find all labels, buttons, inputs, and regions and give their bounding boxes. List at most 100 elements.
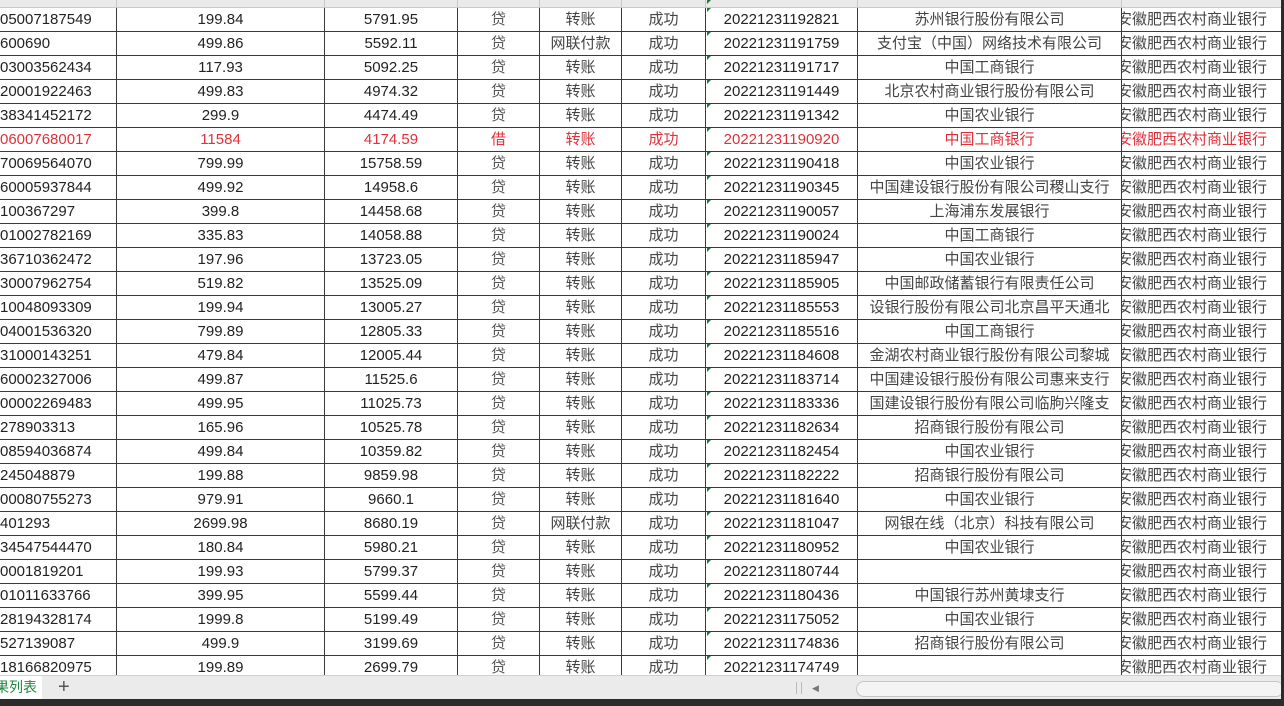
cell-status[interactable]: 成功 [622, 32, 706, 55]
table-row[interactable]: 06007680017 11584 4174.59 借转账 成功 202212311909… [0, 128, 1284, 152]
cell-balance[interactable]: 5592.11 [325, 32, 458, 55]
cell-direction[interactable]: 贷 [458, 80, 540, 103]
cell-time[interactable]: 20221231185947 [706, 248, 858, 271]
cell-method[interactable]: 转账 [540, 8, 622, 31]
cell-balance[interactable]: 11525.6 [325, 368, 458, 391]
cell-status[interactable]: 成功 [622, 272, 706, 295]
cell-status[interactable]: 成功 [622, 560, 706, 583]
cell-balance[interactable]: 14058.88 [325, 224, 458, 247]
cell-time[interactable]: 20221231191342 [706, 104, 858, 127]
cell-bank[interactable]: 安徽肥西农村商业银行 [1122, 274, 1268, 292]
table-row[interactable]: 18166820975 199.89 2699.79 贷转账 成功 20221231174… [0, 656, 1284, 675]
cell-amount[interactable]: 199.88 [117, 464, 325, 487]
cell-counterparty-bank[interactable] [858, 656, 1122, 675]
cell-method[interactable]: 转账 [540, 632, 622, 655]
cell-balance[interactable]: 13723.05 [325, 248, 458, 271]
cell-amount[interactable]: 399.8 [117, 200, 325, 223]
cell-counterparty-bank[interactable]: 中国农业银行 [858, 608, 1122, 631]
table-row[interactable]: 60005937844 499.92 14958.6 贷转账 成功 20221231190… [0, 176, 1284, 200]
cell-account[interactable]: 38341452172 [0, 104, 117, 127]
cell-direction[interactable]: 贷 [458, 560, 540, 583]
cell-status[interactable]: 成功 [622, 656, 706, 675]
cell-balance[interactable]: 8680.19 [325, 512, 458, 535]
cell-counterparty-bank[interactable]: 中国农业银行 [858, 248, 1122, 271]
cell-counterparty-bank[interactable]: 苏州银行股份有限公司 [858, 8, 1122, 31]
cell-balance[interactable]: 5791.95 [325, 8, 458, 31]
table-row[interactable]: 0001819201 199.93 5799.37 贷转账 成功 202212311807… [0, 560, 1284, 584]
cell-bank[interactable]: 安徽肥西农村商业银行 [1122, 394, 1268, 412]
cell-bank[interactable]: 安徽肥西农村商业银行 [1122, 658, 1268, 675]
spreadsheet-grid[interactable]: 05007187549 199.84 5791.95 贷转账 成功 20221231192… [0, 0, 1284, 675]
cell-account[interactable]: 30007962754 [0, 272, 117, 295]
cell-account[interactable]: 245048879 [0, 464, 117, 487]
cell-amount[interactable]: 499.87 [117, 368, 325, 391]
cell-time[interactable]: 20221231181047 [706, 512, 858, 535]
cell-counterparty-bank[interactable]: 国建设银行股份有限公司临朐兴隆支 [858, 392, 1122, 415]
cell-time[interactable]: 20221231191759 [706, 32, 858, 55]
table-row[interactable]: 01011633766 399.95 5599.44 贷转账 成功 20221231180… [0, 584, 1284, 608]
cell-balance[interactable]: 5980.21 [325, 536, 458, 559]
cell-amount[interactable]: 499.84 [117, 440, 325, 463]
cell-counterparty-bank[interactable]: 网银在线（北京）科技有限公司 [858, 512, 1122, 535]
cell-method[interactable]: 转账 [540, 296, 622, 319]
table-row[interactable]: 401293 2699.98 8680.19 贷网联付款 成功 2022123118104… [0, 512, 1284, 536]
cell-amount[interactable]: 399.95 [117, 584, 325, 607]
cell-bank[interactable]: 安徽肥西农村商业银行 [1122, 442, 1268, 460]
cell-status[interactable]: 成功 [622, 608, 706, 631]
cell-counterparty-bank[interactable]: 中国农业银行 [858, 440, 1122, 463]
cell-amount[interactable]: 197.96 [117, 248, 325, 271]
scroll-left-arrow-icon[interactable]: ◀ [812, 683, 819, 693]
cell-counterparty-bank[interactable]: 北京农村商业银行股份有限公司 [858, 80, 1122, 103]
cell-status[interactable]: 成功 [622, 248, 706, 271]
cell-time[interactable]: 20221231190920 [706, 128, 858, 151]
table-row[interactable]: 20001922463 499.83 4974.32 贷转账 成功 20221231191… [0, 80, 1284, 104]
table-row[interactable]: 31000143251 479.84 12005.44 贷转账 成功 2022123118… [0, 344, 1284, 368]
cell-counterparty-bank[interactable]: 中国工商银行 [858, 224, 1122, 247]
cell-counterparty-bank[interactable]: 招商银行股份有限公司 [858, 464, 1122, 487]
cell-amount[interactable]: 799.99 [117, 152, 325, 175]
cell-time[interactable]: 20221231174749 [706, 656, 858, 675]
table-row[interactable]: 28194328174 1999.8 5199.49 贷转账 成功 20221231175… [0, 608, 1284, 632]
cell-amount[interactable]: 1999.8 [117, 608, 325, 631]
cell-amount[interactable]: 199.84 [117, 8, 325, 31]
cell-counterparty-bank[interactable]: 中国农业银行 [858, 536, 1122, 559]
cell-time[interactable]: 20221231180952 [706, 536, 858, 559]
cell-balance[interactable]: 10359.82 [325, 440, 458, 463]
table-row[interactable]: 34547544470 180.84 5980.21 贷转账 成功 20221231180… [0, 536, 1284, 560]
cell-account[interactable]: 00080755273 [0, 488, 117, 511]
cell-time[interactable]: 20221231184608 [706, 344, 858, 367]
cell-direction[interactable]: 贷 [458, 512, 540, 535]
cell-amount[interactable]: 799.89 [117, 320, 325, 343]
cell-direction[interactable]: 贷 [458, 248, 540, 271]
cell-amount[interactable]: 479.84 [117, 344, 325, 367]
cell-status[interactable]: 成功 [622, 512, 706, 535]
cell-bank[interactable]: 安徽肥西农村商业银行 [1122, 610, 1268, 628]
cell-balance[interactable]: 12005.44 [325, 344, 458, 367]
cell-account[interactable]: 08594036874 [0, 440, 117, 463]
cell-method[interactable]: 转账 [540, 440, 622, 463]
cell-counterparty-bank[interactable] [858, 560, 1122, 583]
cell-balance[interactable]: 4474.49 [325, 104, 458, 127]
cell-time[interactable]: 20221231181640 [706, 488, 858, 511]
cell-counterparty-bank[interactable]: 中国工商银行 [858, 128, 1122, 151]
cell-account[interactable]: 18166820975 [0, 656, 117, 675]
cell-time[interactable]: 20221231185516 [706, 320, 858, 343]
cell-amount[interactable]: 499.9 [117, 632, 325, 655]
cell-method[interactable]: 转账 [540, 104, 622, 127]
cell-direction[interactable]: 贷 [458, 392, 540, 415]
cell-direction[interactable]: 贷 [458, 224, 540, 247]
cell-direction[interactable]: 贷 [458, 56, 540, 79]
cell-amount[interactable]: 499.92 [117, 176, 325, 199]
cell-counterparty-bank[interactable]: 金湖农村商业银行股份有限公司黎城 [858, 344, 1122, 367]
cell-status[interactable]: 成功 [622, 200, 706, 223]
cell-account[interactable]: 05007187549 [0, 8, 117, 31]
cell-account[interactable]: 20001922463 [0, 80, 117, 103]
cell-bank[interactable]: 安徽肥西农村商业银行 [1122, 562, 1268, 580]
cell-bank[interactable]: 安徽肥西农村商业银行 [1122, 202, 1268, 220]
cell-balance[interactable]: 3199.69 [325, 632, 458, 655]
cell-time[interactable]: 20221231192821 [706, 8, 858, 31]
table-row[interactable]: 278903313 165.96 10525.78 贷转账 成功 202212311826… [0, 416, 1284, 440]
cell-balance[interactable]: 11025.73 [325, 392, 458, 415]
cell-direction[interactable]: 贷 [458, 296, 540, 319]
cell-status[interactable]: 成功 [622, 440, 706, 463]
